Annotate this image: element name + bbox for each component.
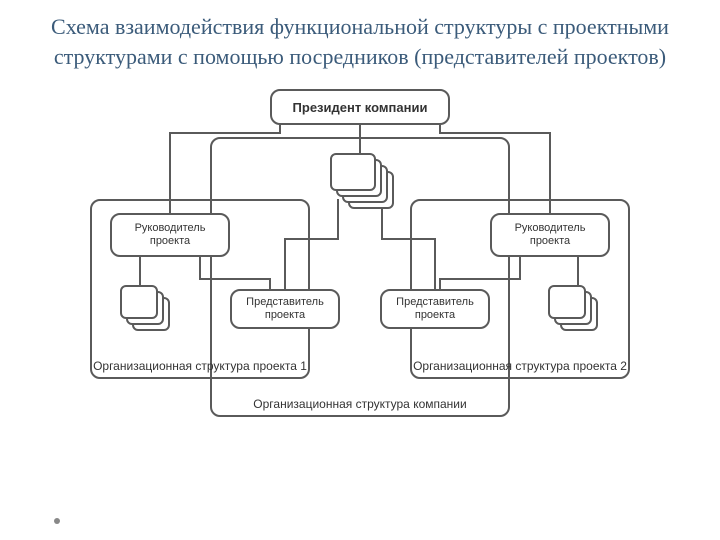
stack-left: [120, 285, 170, 331]
bullet-dot: [54, 518, 60, 524]
stack-right: [548, 285, 598, 331]
stack-card: [548, 285, 586, 319]
title-text: Схема взаимодействия функциональной стру…: [51, 14, 669, 69]
node-rep1: Представитель проекта: [230, 289, 340, 329]
node-rep2: Представитель проекта: [380, 289, 490, 329]
node-label-project2_container: Организационная структура проекта 2: [412, 359, 628, 373]
page-title: Схема взаимодействия функциональной стру…: [0, 0, 720, 79]
stack-top: [330, 153, 394, 209]
stack-card: [120, 285, 158, 319]
node-label-project1_container: Организационная структура проекта 1: [92, 359, 308, 373]
node-leader1: Руководитель проекта: [110, 213, 230, 257]
org-diagram: Организационная структура компании Органи…: [80, 89, 640, 449]
stack-card: [330, 153, 376, 191]
node-label-company_container: Организационная структура компании: [212, 397, 508, 411]
node-president: Президент компании: [270, 89, 450, 125]
node-leader2: Руководитель проекта: [490, 213, 610, 257]
